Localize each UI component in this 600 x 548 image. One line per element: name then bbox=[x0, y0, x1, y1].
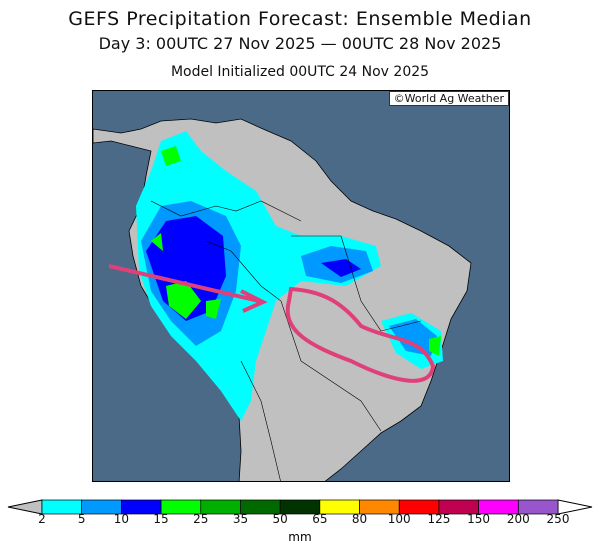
colorbar-tick-label: 200 bbox=[506, 512, 530, 526]
model-init-label: Model Initialized 00UTC 24 Nov 2025 bbox=[170, 64, 430, 80]
colorbar-tick-label: 80 bbox=[351, 512, 368, 526]
colorbar-tick-label: 250 bbox=[546, 512, 570, 526]
chart-title: GEFS Precipitation Forecast: Ensemble Me… bbox=[68, 8, 532, 30]
precip-10-15mm bbox=[146, 216, 226, 321]
colorbar-tick-label: 15 bbox=[153, 512, 169, 526]
map-svg bbox=[93, 118, 472, 481]
colorbar-tick-label: 2 bbox=[38, 512, 46, 526]
colorbar-tick-label: 100 bbox=[387, 512, 411, 526]
precip-10-15mm-central bbox=[321, 259, 361, 277]
country-borders bbox=[150, 200, 422, 481]
copyright-label: ©World Ag Weather bbox=[388, 91, 509, 106]
colorbar-tick-label: 150 bbox=[467, 512, 491, 526]
chart-subtitle: Day 3: 00UTC 27 Nov 2025 — 00UTC 28 Nov … bbox=[98, 34, 502, 53]
colorbar-under-triangle bbox=[7, 499, 43, 515]
colorbar-tick-label: 25 bbox=[193, 512, 209, 526]
colorbar-segment bbox=[41, 499, 83, 515]
colorbar-tick-label: 50 bbox=[272, 512, 288, 526]
precip-2-5mm bbox=[136, 131, 381, 421]
colorbar-tick-label: 35 bbox=[232, 512, 249, 526]
colorbar-segment bbox=[517, 499, 559, 515]
colorbar bbox=[7, 499, 593, 515]
colorbar-tick-label: 125 bbox=[427, 512, 451, 526]
colorbar-tick-label: 5 bbox=[77, 512, 86, 526]
precip-5-10mm-ne bbox=[389, 319, 437, 356]
precipitation-map: ©World Ag Weather bbox=[92, 90, 510, 482]
colorbar-tick-label: 65 bbox=[312, 512, 328, 526]
annotation-loop bbox=[285, 286, 436, 383]
annotation-arrow bbox=[108, 264, 268, 313]
colorbar-unit: mm bbox=[288, 530, 312, 544]
colorbar-tick-label: 10 bbox=[113, 512, 130, 526]
